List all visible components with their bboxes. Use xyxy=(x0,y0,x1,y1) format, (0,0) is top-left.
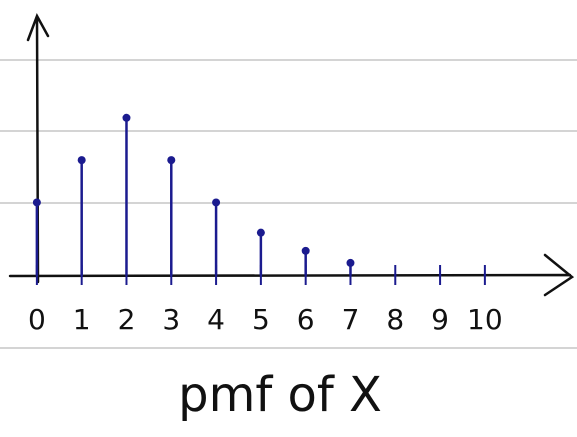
stem-marker xyxy=(78,156,86,164)
x-tick-label: 10 xyxy=(467,303,503,336)
x-tick-label: 0 xyxy=(28,303,46,336)
stem-marker xyxy=(346,259,354,267)
x-tick-label: 4 xyxy=(207,303,225,336)
x-tick-label: 3 xyxy=(162,303,180,336)
x-axis xyxy=(10,255,572,295)
x-tick-label: 6 xyxy=(297,303,315,336)
axes xyxy=(10,16,572,295)
x-tick-label: 9 xyxy=(431,303,449,336)
stem-marker xyxy=(302,247,310,255)
page: {"chart_data": {"type": "stem", "title":… xyxy=(0,0,577,437)
stem-marker xyxy=(257,229,265,237)
stem-marker xyxy=(33,198,41,206)
stem-marker xyxy=(167,156,175,164)
stem-marker xyxy=(212,198,220,206)
x-tick-label: 1 xyxy=(73,303,91,336)
chart-title: pmf of X xyxy=(178,367,382,423)
stem-marker xyxy=(122,114,130,122)
x-tick-label: 2 xyxy=(118,303,136,336)
x-tick-label: 5 xyxy=(252,303,270,336)
chart: pmf of X 0123456789 10 xyxy=(0,0,577,437)
x-tick-label: 8 xyxy=(386,303,404,336)
x-tick-label: 7 xyxy=(342,303,360,336)
